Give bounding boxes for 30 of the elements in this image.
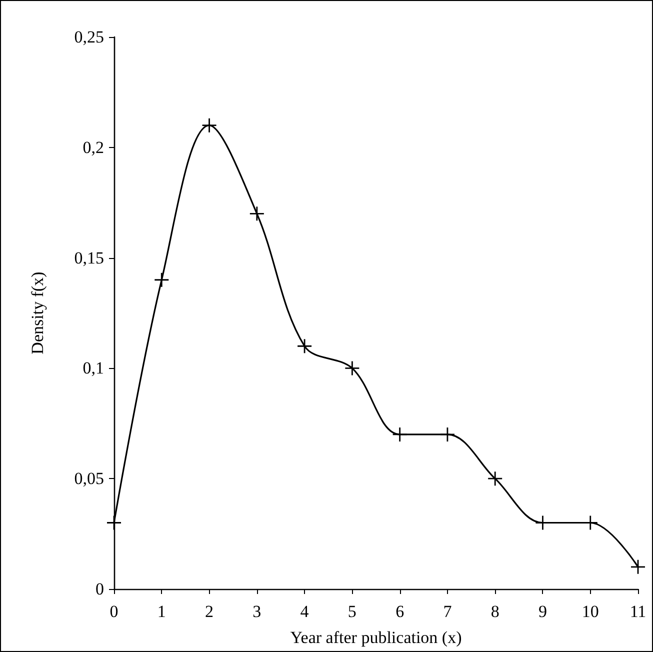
point <box>345 361 360 376</box>
x-tick-label: 10 <box>582 602 599 621</box>
x-tick-label: 11 <box>630 602 646 621</box>
point <box>202 118 216 132</box>
y-tick-label: 0,15 <box>74 248 104 268</box>
y-tick-label: 0,05 <box>74 469 104 488</box>
point <box>154 272 169 287</box>
x-tick-label: 9 <box>538 602 547 621</box>
y-tick-label: 0,1 <box>82 358 104 378</box>
x-tick-label: 6 <box>396 602 404 621</box>
point <box>631 560 645 574</box>
x-tick-label: 2 <box>205 602 214 621</box>
y-tick-label: 0,2 <box>82 138 104 157</box>
point <box>440 427 454 442</box>
x-tick-label: 1 <box>157 602 166 621</box>
x-tick-label: 3 <box>252 602 262 621</box>
point <box>298 339 312 354</box>
point <box>392 427 407 442</box>
point <box>488 472 502 486</box>
y-tick-label: 0,25 <box>74 28 104 46</box>
x-tick-label: 7 <box>443 602 452 621</box>
x-axis-title: Year after publication (x) <box>290 628 462 647</box>
y-axis-title: Density f(x) <box>28 272 47 354</box>
y-tick-label: 0 <box>96 580 104 598</box>
x-tick-label: 4 <box>300 602 310 621</box>
point <box>107 516 121 530</box>
x-tick-label: 8 <box>490 602 500 621</box>
x-tick-label: 0 <box>110 602 118 621</box>
x-tick-label: 5 <box>348 602 356 621</box>
point <box>250 206 264 221</box>
